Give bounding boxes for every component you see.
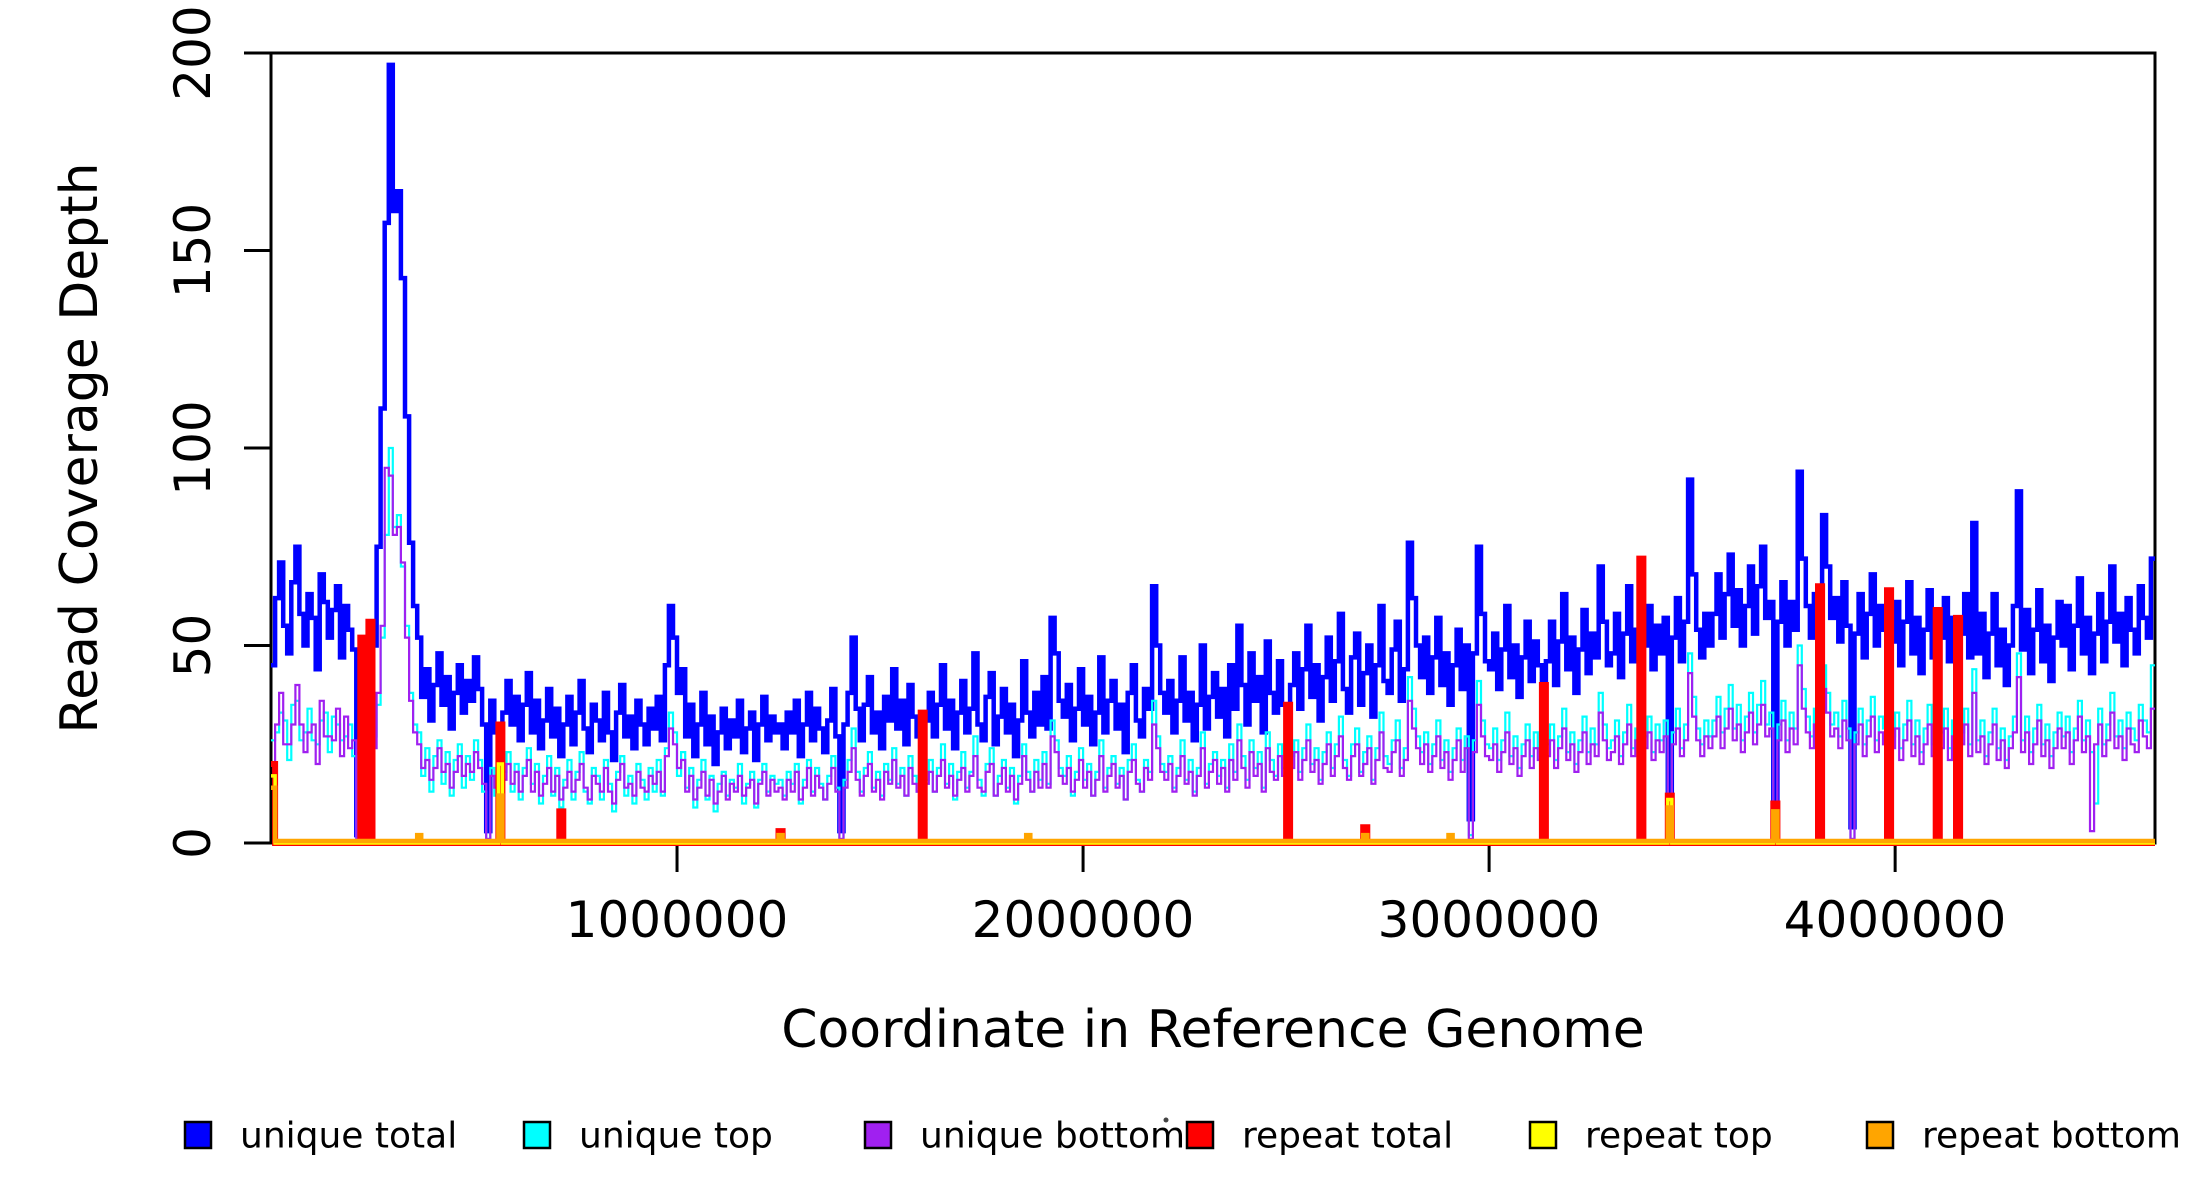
legend-swatch-unique-total [183,1120,213,1150]
legend-swatch-repeat-bottom [1865,1120,1895,1150]
y-tick-label-150: 150 [164,203,222,298]
legend-swatch-unique-bottom [863,1120,893,1150]
x-tick-label-4000000: 4000000 [1784,891,2007,949]
legend-label-unique-total: unique total [240,1116,457,1157]
legend-label-repeat-top: repeat top [1585,1116,1773,1157]
x-tick-label-2000000: 2000000 [972,891,1195,949]
legend-label-repeat-bottom: repeat bottom [1922,1116,2181,1157]
series-line-repeat-top [271,762,2155,845]
legend-label-repeat-total: repeat total [1242,1116,1453,1157]
series-line-repeat-bottom [271,785,2155,844]
y-tick-label-0: 0 [164,827,222,859]
x-tick-label-3000000: 3000000 [1378,891,1601,949]
x-axis-title: Coordinate in Reference Genome [781,1000,1645,1060]
axis-ticks [244,51,1897,872]
y-tick-label-200: 200 [164,5,222,100]
series-line-unique-bottom [271,466,2155,841]
y-tick-label-50: 50 [164,614,222,678]
stray-dot [1163,1117,1169,1123]
legend-label-unique-bottom: unique bottom [920,1116,1185,1157]
x-tick-label-1000000: 1000000 [566,891,789,949]
y-tick-label-100: 100 [164,400,222,495]
legend-swatch-unique-top [522,1120,552,1150]
legend-swatch-repeat-top [1528,1120,1558,1150]
series-lines [271,62,2155,846]
series-line-unique-top [271,446,2155,841]
legend: unique total unique top unique bottom re… [183,1116,2181,1157]
legend-label-unique-top: unique top [579,1116,773,1157]
series-line-unique-total [271,62,2155,838]
y-axis-title: Read Coverage Depth [50,162,110,733]
legend-swatch-repeat-total [1185,1120,1215,1150]
